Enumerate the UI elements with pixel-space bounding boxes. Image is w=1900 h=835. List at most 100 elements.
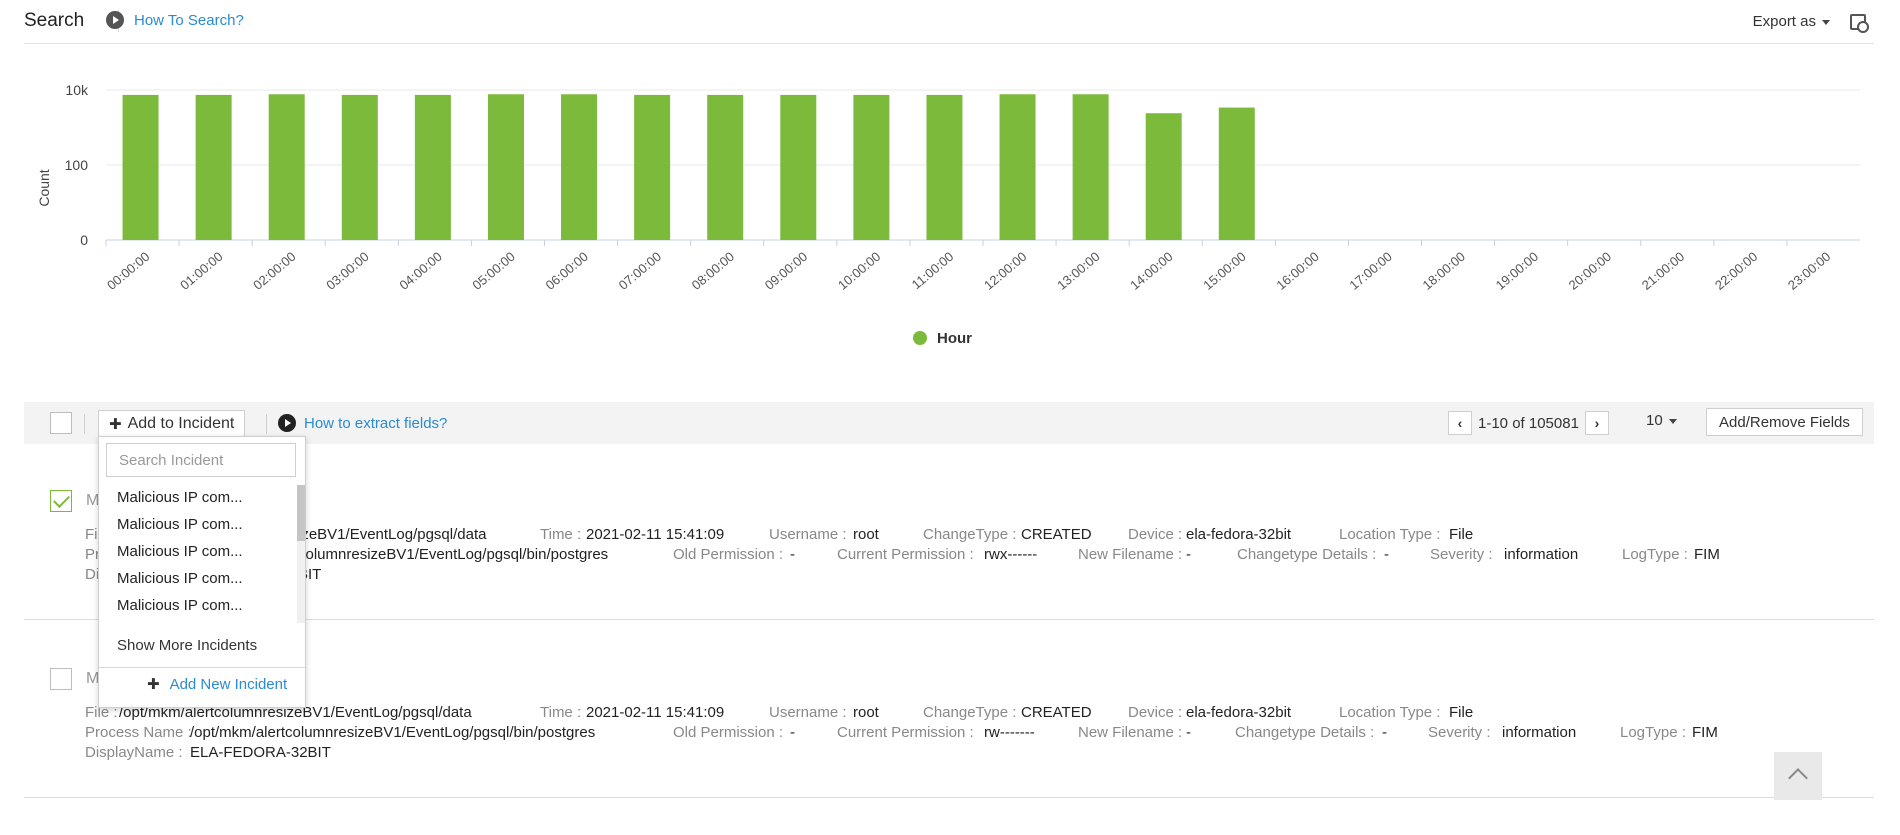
bar[interactable] <box>926 94 963 240</box>
table-row: M Fil izeBV1/EventLog/pgsql/data Time : … <box>24 446 1874 620</box>
field-value: /opt/mkm/alertcolumnresizeBV1/EventLog/p… <box>119 704 472 721</box>
x-tick-label: 20:00:00 <box>1566 249 1614 293</box>
how-to-extract[interactable]: How to extract fields? <box>278 414 447 432</box>
x-tick-label: 10:00:00 <box>835 249 883 293</box>
bar[interactable] <box>634 94 671 240</box>
field-key: Di <box>85 566 100 583</box>
bar[interactable] <box>195 94 232 240</box>
incident-item[interactable]: Malicious IP com... <box>117 489 243 506</box>
y-axis-label: Count <box>36 169 52 206</box>
x-tick-label: 03:00:00 <box>323 249 371 293</box>
x-tick-label: 16:00:00 <box>1273 249 1321 293</box>
field-key: Device : <box>1128 526 1183 543</box>
legend-marker[interactable] <box>913 331 927 345</box>
incident-list: Malicious IP com... Malicious IP com... … <box>99 485 307 623</box>
field-key: Time : <box>540 526 582 543</box>
per-page-select[interactable]: 10 <box>1646 412 1677 429</box>
incident-item[interactable]: Malicious IP com... <box>117 597 243 614</box>
field-key: Severity : <box>1428 724 1491 741</box>
play-icon[interactable] <box>278 414 296 432</box>
x-tick-label: 21:00:00 <box>1639 249 1687 293</box>
back-to-top-button[interactable] <box>1774 752 1822 800</box>
field-key: Time : <box>540 704 582 721</box>
field-value: File <box>1449 704 1474 721</box>
search-incident-input[interactable] <box>106 443 296 477</box>
incident-item[interactable]: Malicious IP com... <box>117 570 243 587</box>
prev-page-button[interactable]: ‹ <box>1448 411 1472 435</box>
field-key: LogType : <box>1620 724 1686 741</box>
bar[interactable] <box>1145 113 1182 240</box>
bar[interactable] <box>487 94 524 241</box>
export-label[interactable]: Export as <box>1752 13 1816 30</box>
incident-dropdown: Malicious IP com... Malicious IP com... … <box>98 436 307 708</box>
field-value: root <box>853 526 879 543</box>
x-tick-label: 12:00:00 <box>981 249 1029 293</box>
bar[interactable] <box>707 94 744 240</box>
dropdown-divider <box>99 667 307 668</box>
field-value: FIM <box>1692 724 1718 741</box>
per-page-value[interactable]: 10 <box>1646 412 1663 429</box>
caret-down-icon[interactable] <box>1822 19 1830 25</box>
play-icon[interactable] <box>106 11 124 29</box>
toolbar-divider <box>84 414 85 434</box>
bar[interactable] <box>122 94 159 240</box>
bar[interactable] <box>1072 94 1109 241</box>
add-remove-fields-button[interactable]: Add/Remove Fields <box>1706 408 1863 436</box>
row-title: M <box>86 670 100 687</box>
x-tick-label: 23:00:00 <box>1785 249 1833 293</box>
field-key: Fil <box>85 526 101 543</box>
bar[interactable] <box>1218 107 1255 240</box>
field-value: /opt/mkm/alertcolumnresizeBV1/EventLog/p… <box>190 724 596 741</box>
add-new-incident-button[interactable]: ✚ Add New Incident <box>147 675 287 694</box>
toolbar-divider <box>266 414 267 434</box>
x-tick-label: 14:00:00 <box>1127 249 1175 293</box>
next-page-button[interactable]: › <box>1584 411 1609 435</box>
bar[interactable] <box>853 94 890 240</box>
bar[interactable] <box>341 94 378 240</box>
caret-down-icon[interactable] <box>1668 418 1677 424</box>
bar[interactable] <box>561 94 598 241</box>
field-key: New Filename : <box>1078 546 1183 563</box>
bar[interactable] <box>780 94 817 240</box>
field-value: 2021-02-11 15:41:09 <box>586 526 725 543</box>
row-checkbox[interactable] <box>50 490 72 512</box>
how-to-search-link[interactable]: How To Search? <box>134 11 244 29</box>
incident-item[interactable]: Malicious IP com... <box>117 516 243 533</box>
field-value: ela-fedora-32bit <box>1186 526 1292 543</box>
scrollbar-thumb[interactable] <box>297 485 305 541</box>
y-tick-label: 10k <box>65 82 89 98</box>
show-more-incidents[interactable]: Show More Incidents <box>117 637 258 654</box>
results-toolbar: ✚ Add to Incident How to extract fields?… <box>24 402 1874 444</box>
field-value: rw------- <box>984 724 1035 741</box>
x-tick-label: 07:00:00 <box>616 249 664 293</box>
page-header: Search How To Search? Export as <box>24 0 1874 44</box>
field-key: Location Type : <box>1339 526 1441 543</box>
field-value: - <box>1382 724 1387 741</box>
field-key: Username : <box>769 526 847 543</box>
how-to-search[interactable]: How To Search? <box>106 11 244 29</box>
field-key: Process Name : <box>85 724 192 741</box>
incident-item[interactable]: Malicious IP com... <box>117 543 243 560</box>
how-to-extract-link[interactable]: How to extract fields? <box>304 414 448 432</box>
pager-range: 1-10 of 105081 <box>1478 414 1579 432</box>
field-value: - <box>790 546 795 563</box>
x-tick-label: 18:00:00 <box>1420 249 1468 293</box>
field-value: ela-fedora-32bit <box>1186 704 1292 721</box>
select-all-checkbox[interactable] <box>50 412 72 434</box>
scrollbar-track[interactable] <box>297 485 305 623</box>
plus-icon: ✚ <box>109 416 122 433</box>
legend-label[interactable]: Hour <box>937 330 972 347</box>
bar[interactable] <box>999 94 1036 241</box>
export-dropdown[interactable]: Export as <box>1753 13 1830 30</box>
field-key: Pr <box>85 546 100 563</box>
field-value: columnresizeBV1/EventLog/pgsql/bin/postg… <box>298 546 609 563</box>
scheduled-report-icon[interactable] <box>1850 14 1869 33</box>
bar[interactable] <box>268 94 305 241</box>
bar[interactable] <box>414 94 451 240</box>
field-key: ChangeType : <box>923 704 1017 721</box>
field-value: information <box>1504 546 1579 563</box>
x-tick-label: 08:00:00 <box>689 249 737 293</box>
row-checkbox[interactable] <box>50 668 72 690</box>
x-tick-label: 01:00:00 <box>177 249 225 293</box>
add-to-incident-button[interactable]: ✚ Add to Incident <box>98 410 246 438</box>
